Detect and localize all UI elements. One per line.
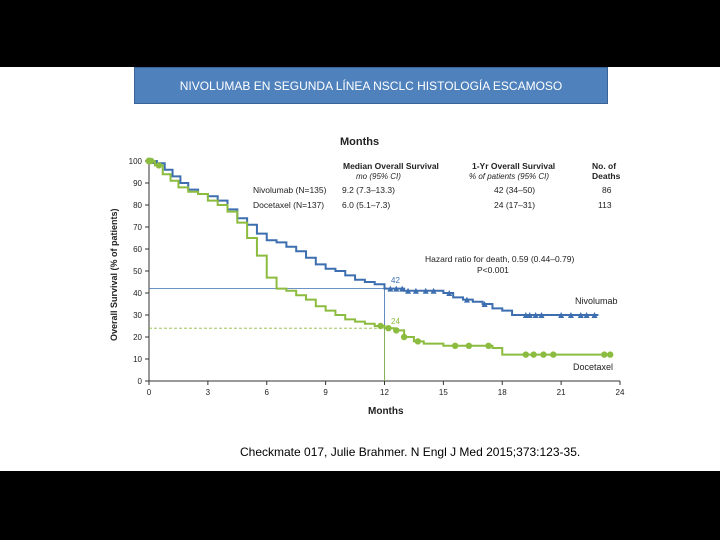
table-subheader-deaths: Deaths (592, 171, 621, 181)
y-tick-label: 70 (133, 223, 142, 232)
nivolumab-censor-mark (532, 312, 539, 318)
docetaxel-censor-mark (377, 322, 384, 330)
x-tick-label: 12 (380, 388, 389, 397)
x-tick-label: 0 (147, 388, 152, 397)
y-tick-label: 30 (133, 311, 142, 320)
x-tick-label: 18 (498, 388, 507, 397)
docetaxel-censor-mark (393, 327, 400, 334)
slide-title: NIVOLUMAB EN SEGUNDA LÍNEA NSCLC HISTOLO… (134, 67, 608, 104)
nivolumab-censor-mark (430, 287, 437, 294)
summary-table: Median Overall Survival mo (95% CI) 1-Yr… (253, 161, 621, 210)
table-subheader-1yr: % of patients (95% CI) (469, 172, 549, 181)
x-tick-label: 3 (206, 388, 211, 397)
docetaxel-censor-mark (451, 342, 459, 349)
nivolumab-censor-mark (463, 296, 470, 303)
table-row-deaths: 113 (598, 200, 612, 210)
nivolumab-censor-mark (399, 285, 406, 292)
nivolumab-censor-mark (538, 312, 545, 318)
docetaxel-censor-mark (550, 351, 557, 358)
y-axis-label: Overall Survival (% of patients) (109, 208, 119, 341)
docetaxel-censor-mark (606, 351, 614, 358)
y-tick-label: 40 (133, 289, 142, 298)
nivolumab-censor-mark (387, 285, 394, 292)
docetaxel-censor-mark (601, 351, 608, 358)
docetaxel-end-label: Docetaxel (573, 362, 613, 372)
docetaxel-12mo-label: 24 (391, 317, 400, 326)
survival-chart: 0 3 6 9 12 15 18 21 24 0 10 20 30 40 50 60 70 80 90 100 Mon… (109, 136, 625, 417)
table-header-deaths: No. of (592, 161, 616, 171)
docetaxel-censor-mark (400, 333, 408, 341)
x-tick-label: 21 (557, 388, 566, 397)
nivolumab-censor-mark (558, 312, 565, 318)
x-tick-label: 6 (265, 388, 270, 397)
docetaxel-censor-mark (414, 338, 422, 345)
p-value-text: P<0.001 (477, 265, 509, 275)
y-tick-label: 0 (138, 377, 143, 386)
docetaxel-censor-mark (530, 351, 537, 358)
table-row-median: 6.0 (5.1–7.3) (342, 200, 390, 210)
table-header-median: Median Overall Survival (343, 161, 439, 171)
nivolumab-censor-mark (422, 287, 429, 294)
hazard-ratio-text: Hazard ratio for death, 0.59 (0.44–0.79) (425, 254, 574, 264)
table-row-label: Docetaxel (N=137) (253, 200, 324, 210)
citation: Checkmate 017, Julie Brahmer. N Engl J M… (240, 445, 581, 459)
y-tick-label: 60 (133, 245, 142, 254)
x-tick-label: 24 (616, 388, 625, 397)
nivolumab-censor-mark (577, 312, 584, 318)
nivolumab-censor-mark (583, 312, 590, 318)
y-tick-label: 90 (133, 179, 142, 188)
table-row-label: Nivolumab (N=135) (253, 185, 327, 195)
nivolumab-12mo-label: 42 (391, 276, 400, 285)
table-row-1yr: 24 (17–31) (494, 200, 535, 210)
table-row-1yr: 42 (34–50) (494, 185, 535, 195)
nivolumab-censor-mark (567, 312, 574, 318)
nivolumab-censor-mark (405, 287, 412, 294)
nivolumab-censor-mark (522, 312, 529, 318)
nivolumab-censor-mark (481, 301, 488, 307)
chart-series (145, 157, 614, 381)
docetaxel-curve (149, 160, 611, 356)
table-row-median: 9.2 (7.3–13.3) (342, 185, 395, 195)
x-axis-label: Months (368, 406, 404, 417)
y-tick-label: 20 (133, 333, 142, 342)
table-subheader-median: mo (95% CI) (356, 172, 401, 181)
x-tick-label: 15 (439, 388, 448, 397)
start-marker (145, 157, 153, 165)
y-tick-label: 10 (133, 355, 142, 364)
nivolumab-end-label: Nivolumab (575, 296, 618, 306)
y-tick-label: 80 (133, 201, 142, 210)
docetaxel-censor-mark (485, 342, 492, 349)
docetaxel-censor-mark (385, 325, 392, 332)
docetaxel-censor-mark (522, 351, 529, 358)
nivolumab-censor-mark (591, 312, 598, 318)
docetaxel-censor-mark (540, 351, 547, 358)
table-header-1yr: 1-Yr Overall Survival (472, 161, 555, 171)
docetaxel-censor-mark (465, 342, 473, 349)
nivolumab-censor-mark (393, 285, 400, 292)
nivolumab-censor-mark (526, 312, 533, 318)
nivolumab-censor-mark (446, 290, 453, 296)
y-tick-label: 50 (133, 267, 142, 276)
y-tick-label: 100 (129, 157, 143, 166)
x-tick-label: 9 (323, 388, 328, 397)
chart-title: Months (340, 136, 379, 148)
docetaxel-censor-mark (155, 162, 163, 169)
table-row-deaths: 86 (602, 185, 612, 195)
slide: NIVOLUMAB EN SEGUNDA LÍNEA NSCLC HISTOLO… (0, 67, 720, 471)
nivolumab-censor-mark (412, 287, 419, 294)
